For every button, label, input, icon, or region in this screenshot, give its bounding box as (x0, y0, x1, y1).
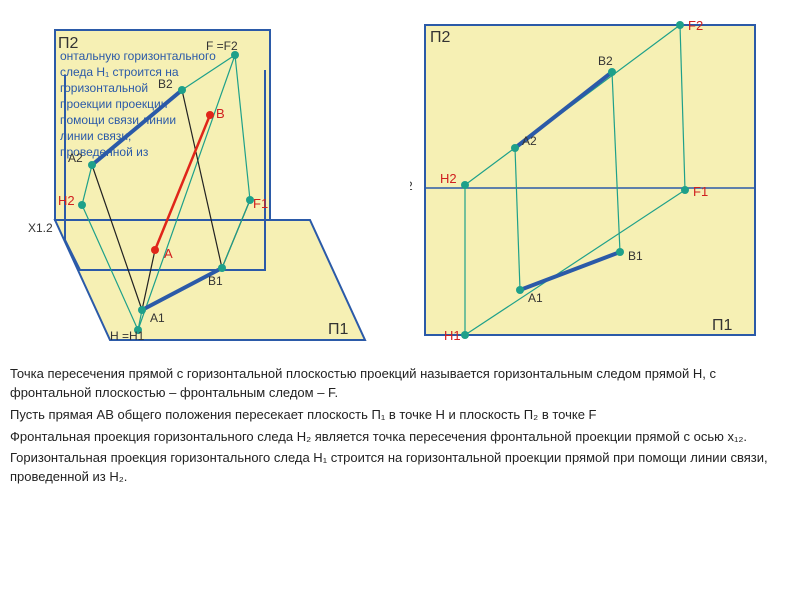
left-diagram: онтальную горизонтальногоследа Н₁ строит… (10, 10, 370, 350)
svg-text:Н2: Н2 (58, 193, 75, 208)
svg-text:П2: П2 (430, 29, 451, 46)
svg-text:F2: F2 (688, 18, 703, 33)
svg-text:А1: А1 (528, 291, 543, 305)
svg-text:В1: В1 (628, 249, 643, 263)
svg-text:Н =Н1: Н =Н1 (110, 329, 145, 343)
svg-text:проекции проекции: проекции проекции (60, 97, 167, 111)
diagram-row: онтальную горизонтальногоследа Н₁ строит… (10, 10, 790, 350)
description-text: Точка пересечения прямой с горизонтально… (10, 365, 790, 487)
right-diagram: П2 П1 Х1.2 А2 В2 F2 F1 В1 А1 Н2 Н1 (410, 10, 760, 350)
svg-text:П1: П1 (712, 317, 733, 334)
svg-text:F =F2: F =F2 (206, 39, 238, 53)
svg-text:F1: F1 (693, 184, 708, 199)
svg-text:F1: F1 (253, 196, 268, 211)
para-3: Фронтальная проекция горизонтального сле… (10, 428, 790, 447)
svg-text:онтальную горизонтального: онтальную горизонтального (60, 49, 216, 63)
svg-text:В2: В2 (158, 77, 173, 91)
svg-text:Х1.2: Х1.2 (28, 221, 53, 235)
svg-text:помощи связи линии: помощи связи линии (60, 113, 176, 127)
svg-text:П1: П1 (328, 321, 349, 338)
svg-text:А2: А2 (522, 134, 537, 148)
svg-text:Н2: Н2 (440, 171, 457, 186)
para-2: Пусть прямая AB общего положения пересек… (10, 406, 790, 425)
svg-text:В1: В1 (208, 274, 223, 288)
svg-text:А2: А2 (68, 151, 83, 165)
svg-text:П2: П2 (58, 35, 79, 52)
para-1: Точка пересечения прямой с горизонтально… (10, 365, 790, 403)
svg-text:А1: А1 (150, 311, 165, 325)
svg-text:горизонтальной: горизонтальной (60, 81, 148, 95)
svg-text:Н1: Н1 (444, 328, 461, 343)
svg-text:B: B (216, 106, 225, 121)
svg-text:Х1.2: Х1.2 (410, 179, 413, 193)
para-4: Горизонтальная проекция горизонтального … (10, 449, 790, 487)
svg-text:A: A (164, 246, 173, 261)
svg-text:В2: В2 (598, 54, 613, 68)
